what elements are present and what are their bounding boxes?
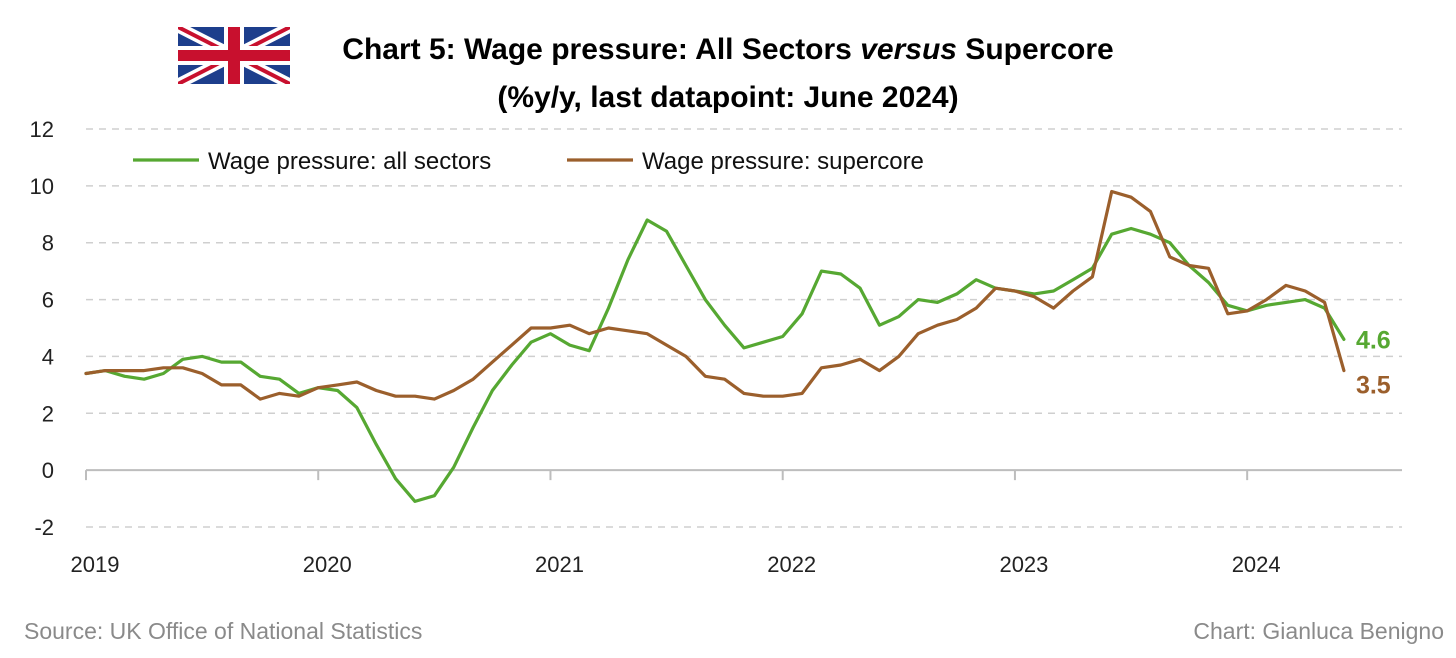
legend-entry: Wage pressure: all sectors [208, 148, 491, 175]
source-note: Source: UK Office of National Statistics [24, 618, 422, 644]
y-tick-label: 8 [42, 231, 54, 256]
end-value-label: 3.5 [1356, 372, 1391, 400]
legend: Wage pressure: all sectors Wage pressure:… [133, 148, 924, 175]
y-tick-label: 10 [30, 174, 54, 199]
series-supercore-line [84, 189, 1346, 401]
x-tick-label: 2022 [767, 552, 816, 577]
uk-flag-icon [178, 27, 290, 84]
y-tick-label: 12 [30, 117, 54, 142]
x-tick-label: 2020 [303, 552, 352, 577]
x-tick-label: 2019 [71, 552, 120, 577]
gridlines [86, 128, 1402, 528]
series-all-sectors-line [84, 218, 1346, 503]
y-tick-label: 2 [42, 401, 54, 426]
x-tick-label: 2021 [535, 552, 584, 577]
x-tick-label: 2023 [999, 552, 1048, 577]
y-axis-ticks: -2 0 2 4 6 8 10 12 [30, 117, 54, 540]
series-lines [84, 189, 1346, 503]
title-part1: Chart 5: Wage pressure: All Sectors [342, 33, 860, 66]
end-labels: 4.6 3.5 [1356, 326, 1391, 399]
title-emphasis: versus [860, 33, 957, 66]
y-tick-label: 6 [42, 288, 54, 313]
legend-entry: Wage pressure: supercore [642, 148, 924, 175]
end-value-label: 4.6 [1356, 326, 1391, 354]
y-tick-label: 4 [42, 344, 54, 369]
y-tick-label: -2 [34, 515, 54, 540]
x-axis: 2019 2020 2021 2022 2023 2024 [71, 469, 1402, 577]
x-tick-label: 2024 [1232, 552, 1281, 577]
chart-title: Chart 5: Wage pressure: All Sectors vers… [342, 33, 1113, 66]
y-tick-label: 0 [42, 458, 54, 483]
chart-credit: Chart: Gianluca Benigno [1193, 618, 1444, 644]
title-part2: Supercore [957, 33, 1114, 66]
chart-subtitle: (%y/y, last datapoint: June 2024) [497, 81, 958, 114]
